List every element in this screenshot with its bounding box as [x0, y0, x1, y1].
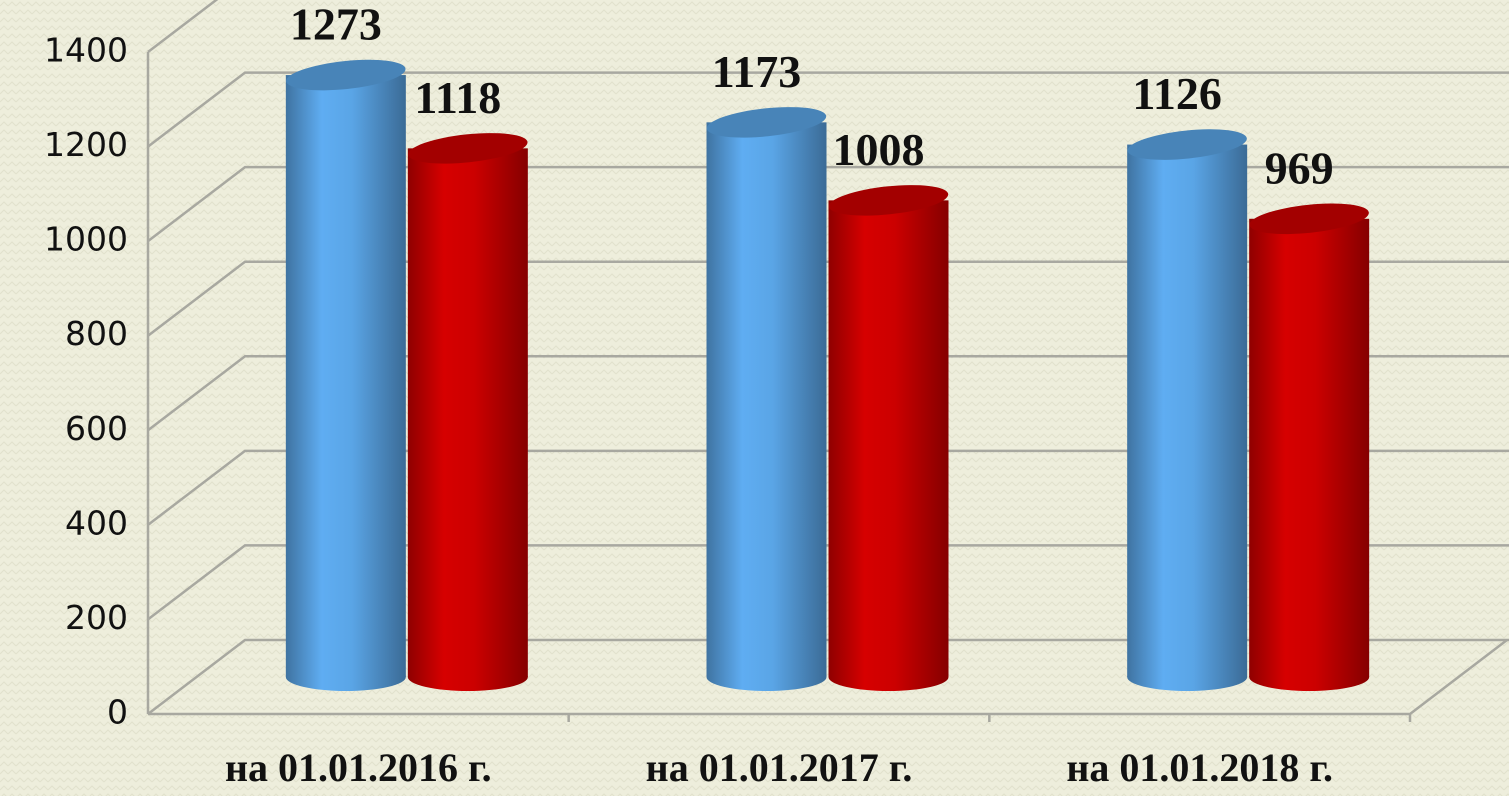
x-tick-label: на 01.01.2018 г.	[1066, 745, 1333, 790]
bar-top	[408, 133, 528, 164]
bar-body	[1127, 144, 1248, 677]
y-tick-label: 1400	[44, 31, 128, 70]
data-label: 1008	[833, 124, 925, 175]
grid-line	[147, 544, 1509, 621]
bar	[1127, 129, 1248, 691]
bar-body	[1249, 218, 1370, 677]
bar-bottom	[1127, 663, 1248, 691]
grid-line	[147, 0, 219, 53]
bar-bottom	[407, 663, 528, 691]
bar-top	[1249, 203, 1369, 235]
bar-top	[286, 59, 406, 91]
bar	[407, 133, 528, 691]
bar	[828, 185, 949, 691]
bar-top	[1127, 129, 1247, 160]
grid-line	[147, 449, 1509, 526]
data-label: 1173	[712, 46, 801, 97]
bar	[706, 107, 827, 691]
y-tick-label: 800	[65, 314, 128, 353]
y-tick-label: 0	[107, 693, 128, 732]
grid-line	[147, 71, 1509, 148]
data-label: 1126	[1132, 68, 1221, 119]
bar-top	[828, 185, 949, 216]
bar-body	[285, 75, 406, 677]
bar-bottom	[285, 663, 406, 691]
grid-line	[147, 165, 1509, 243]
bar-bottom	[828, 663, 949, 691]
bar-top	[706, 107, 827, 138]
grid-line	[147, 638, 1509, 715]
bar	[285, 59, 406, 691]
bar-bottom	[1249, 663, 1370, 691]
grid-line	[147, 260, 1509, 337]
bar-body	[706, 122, 827, 678]
data-label: 969	[1265, 142, 1334, 193]
bar-body	[828, 200, 949, 678]
bar-bottom	[706, 663, 827, 691]
y-tick-label: 1000	[44, 220, 128, 259]
bar	[1249, 203, 1370, 691]
y-tick-label: 600	[65, 409, 128, 448]
x-tick-label: на 01.01.2016 г.	[225, 745, 492, 790]
bar-body	[407, 148, 528, 678]
y-tick-label: 1200	[44, 125, 128, 164]
y-tick-label: 200	[65, 598, 128, 637]
x-tick-label: на 01.01.2017 г.	[646, 745, 913, 790]
grid-line	[147, 355, 1509, 432]
data-label: 1118	[414, 72, 501, 123]
data-label: 1273	[290, 0, 382, 50]
y-tick-label: 400	[65, 503, 128, 542]
